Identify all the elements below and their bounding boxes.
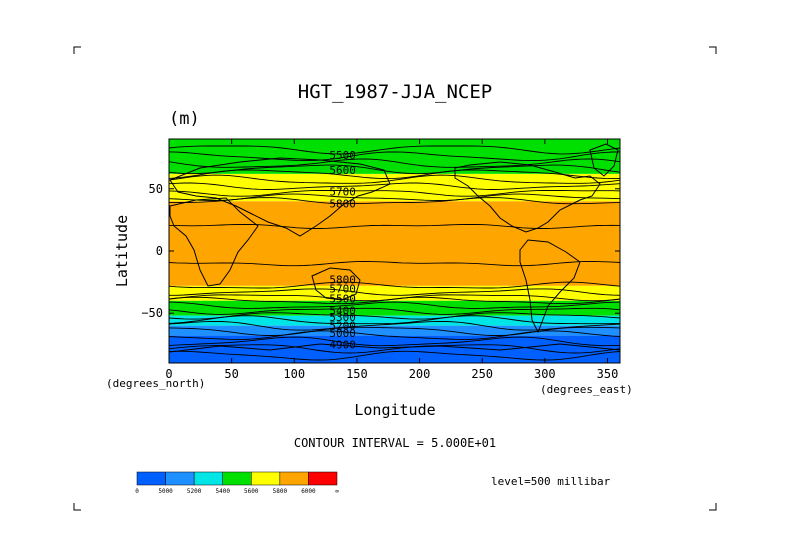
contour-line-9 bbox=[169, 197, 621, 205]
colorbar-swatch-4 bbox=[251, 471, 281, 486]
y-axis-title: Latitude bbox=[113, 215, 131, 287]
x-tick-label-3: 150 bbox=[346, 367, 368, 381]
contour-label-1: 5600 bbox=[329, 164, 356, 177]
y-axis-ticks: −50 0 50 bbox=[141, 182, 620, 320]
contour-label-11: 4900 bbox=[329, 338, 356, 351]
colorbar-swatch-2 bbox=[193, 471, 223, 486]
y-tick-label-0: −50 bbox=[141, 306, 163, 320]
contour-line-20 bbox=[168, 320, 621, 331]
contour-line-13 bbox=[169, 288, 621, 296]
contour-line-10 bbox=[168, 223, 621, 229]
outline-eurasia bbox=[169, 157, 391, 237]
contour-band-5 bbox=[169, 315, 620, 326]
crop-marks bbox=[73, 46, 717, 511]
colorbar-label-1: 5000 bbox=[158, 488, 173, 495]
contour-band-2 bbox=[169, 285, 620, 301]
contour-label-5: 5700 bbox=[329, 282, 356, 295]
y-unit-label: (degrees_north) bbox=[106, 377, 205, 390]
contour-band-6 bbox=[169, 325, 620, 336]
x-axis-ticks: 0 50 100 150 200 250 300 350 bbox=[165, 139, 618, 381]
contour-label-0: 5500 bbox=[329, 149, 356, 162]
colorbar-labels: 0 5000 5200 5400 5600 5800 6000 ∞ bbox=[135, 488, 339, 495]
colorbar-label-3: 5400 bbox=[215, 488, 230, 495]
contour-line-16 bbox=[168, 301, 621, 309]
x-tick-label-5: 250 bbox=[471, 367, 493, 381]
outline-greenland bbox=[589, 143, 619, 177]
contour-label-10: 5000 bbox=[329, 327, 356, 340]
y-tick-label-1: 0 bbox=[156, 244, 163, 258]
contour-label-2: 5700 bbox=[329, 185, 356, 198]
contour-line-6 bbox=[168, 182, 621, 190]
crop-mark-top-left bbox=[73, 46, 81, 54]
continent-outlines bbox=[169, 143, 621, 353]
contour-line-12 bbox=[168, 281, 621, 289]
contour-line-22 bbox=[168, 330, 621, 340]
contour-line-23 bbox=[168, 336, 621, 347]
contour-label-3: 5800 bbox=[329, 198, 356, 211]
contour-label-9: 5200 bbox=[329, 320, 356, 333]
colorbar-label-5: 5800 bbox=[273, 488, 288, 495]
contour-line-3 bbox=[168, 164, 621, 175]
colorbar-label-7: ∞ bbox=[335, 488, 339, 495]
contour-line-0 bbox=[168, 145, 621, 155]
contour-line-15 bbox=[168, 296, 621, 305]
units-label: (m) bbox=[169, 109, 200, 129]
contour-line-19 bbox=[168, 315, 621, 325]
y-tick-label-2: 50 bbox=[149, 182, 163, 196]
contour-label-4: 5800 bbox=[329, 274, 356, 287]
contour-band-4 bbox=[169, 300, 620, 316]
level-label: level=500 millibar bbox=[491, 475, 611, 488]
x-unit-label: (degrees_east) bbox=[540, 383, 633, 396]
colorbar-label-4: 5600 bbox=[244, 488, 259, 495]
colorbar-swatch-5 bbox=[279, 471, 309, 486]
crop-mark-bottom-right bbox=[709, 503, 717, 511]
contour-band-0 bbox=[169, 201, 620, 286]
filled-contour-bands bbox=[169, 139, 620, 363]
colorbar bbox=[136, 471, 338, 486]
x-tick-label-7: 350 bbox=[597, 367, 619, 381]
contour-line-24 bbox=[168, 344, 621, 354]
contour-labels: 5500560057005800580057005500540053005200… bbox=[329, 149, 356, 351]
crop-mark-bottom-left bbox=[73, 503, 81, 511]
outline-antarctica bbox=[169, 343, 621, 353]
contour-line-11 bbox=[168, 261, 621, 267]
colorbar-swatch-6 bbox=[308, 471, 338, 486]
outline-south-america bbox=[519, 239, 581, 334]
outline-north-america bbox=[454, 161, 601, 233]
contour-line-7 bbox=[168, 189, 621, 197]
contour-line-1 bbox=[168, 151, 621, 162]
x-tick-label-4: 200 bbox=[409, 367, 431, 381]
colorbar-swatch-1 bbox=[165, 471, 195, 486]
contour-line-17 bbox=[168, 307, 621, 315]
x-axis-title: Longitude bbox=[354, 401, 435, 419]
contour-line-5 bbox=[168, 174, 621, 184]
contour-label-7: 5400 bbox=[329, 305, 356, 318]
chart-title: HGT_1987-JJA_NCEP bbox=[298, 81, 492, 103]
x-tick-label-2: 100 bbox=[283, 367, 305, 381]
contour-line-2 bbox=[168, 158, 621, 168]
outline-australia bbox=[311, 267, 361, 301]
colorbar-swatch-3 bbox=[222, 471, 252, 486]
contour-label-8: 5300 bbox=[329, 311, 356, 324]
plot-area: 5500560057005800580057005500540053005200… bbox=[168, 138, 621, 364]
x-tick-label-1: 50 bbox=[224, 367, 238, 381]
contour-band-3 bbox=[169, 139, 620, 174]
colorbar-label-0: 0 bbox=[135, 488, 139, 495]
x-tick-label-6: 300 bbox=[534, 367, 556, 381]
colorbar-label-6: 6000 bbox=[301, 488, 316, 495]
crop-mark-top-right bbox=[709, 46, 717, 54]
contour-label-6: 5500 bbox=[329, 292, 356, 305]
contour-line-4 bbox=[168, 169, 621, 180]
x-tick-label-0: 0 bbox=[165, 367, 172, 381]
colorbar-label-2: 5200 bbox=[187, 488, 202, 495]
colorbar-swatch-0 bbox=[136, 471, 166, 486]
contour-line-21 bbox=[168, 326, 621, 336]
contour-interval-label: CONTOUR INTERVAL = 5.000E+01 bbox=[294, 436, 496, 450]
